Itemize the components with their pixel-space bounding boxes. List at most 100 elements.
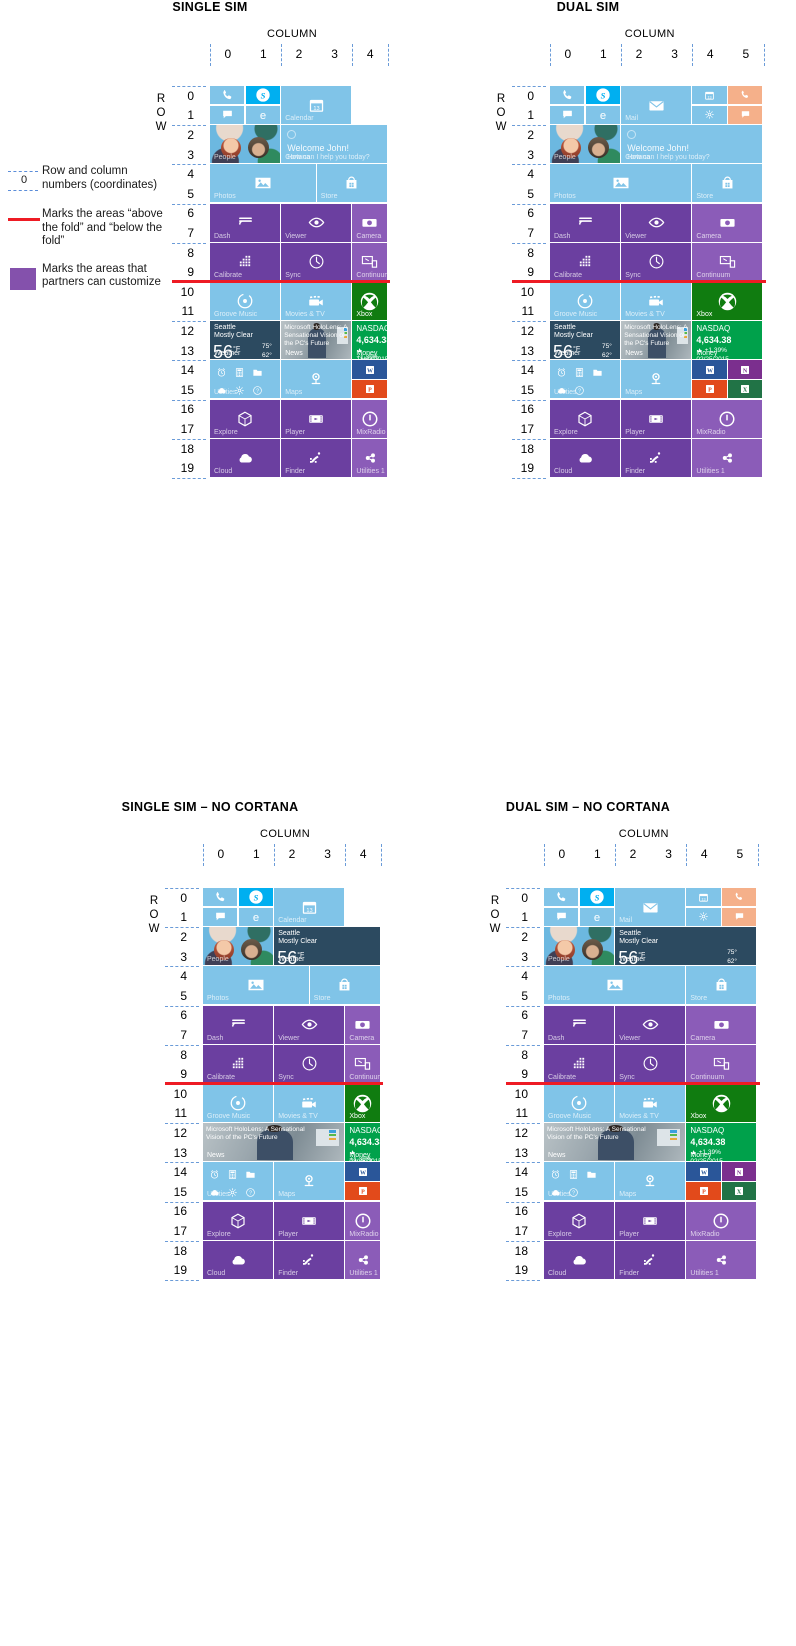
tile-camera[interactable]: Camera — [352, 203, 387, 242]
tile-groove-music[interactable]: Groove Music — [210, 282, 280, 320]
cloud-icon[interactable] — [556, 383, 567, 398]
tile-people[interactable]: People — [203, 927, 273, 966]
tile-money[interactable]: NASDAQ 4,634.38 ▲ +1.39% 11/02/2015 Mone… — [352, 321, 387, 360]
tile-cortana[interactable]: Welcome John! How can I help you today? … — [281, 125, 387, 164]
tile-cloud[interactable]: Cloud — [210, 438, 280, 477]
tile-utilities-1[interactable]: Utilities 1 — [692, 438, 763, 477]
tile-skype[interactable]: S — [579, 888, 614, 907]
tile-word[interactable]: W — [345, 1162, 380, 1181]
tile-calibrate[interactable]: Calibrate — [544, 1044, 614, 1083]
tile-viewer[interactable]: Viewer — [274, 1005, 345, 1044]
tile-dash[interactable]: Dash — [210, 203, 280, 242]
cloud-icon[interactable] — [550, 1185, 561, 1200]
tile-mail[interactable]: Mail — [615, 888, 686, 926]
tile-movies-tv[interactable]: Movies & TV — [621, 282, 692, 320]
tile-store[interactable]: Store — [692, 164, 763, 203]
tile-finder[interactable]: Finder — [274, 1240, 345, 1279]
tile-dash[interactable]: Dash — [544, 1005, 614, 1044]
tile-news[interactable]: Microsoft HoloLens: A Sensational Vision… — [621, 321, 692, 360]
tile-player[interactable]: Player — [281, 399, 352, 438]
tile-money[interactable]: NASDAQ 4,634.38 ▲ +1.39% 02/25/2015 Mone… — [692, 321, 763, 360]
tile-utilities[interactable]: ? Utilities — [550, 360, 620, 399]
tile-word[interactable]: W — [692, 360, 727, 379]
tile-photos[interactable]: Photos — [210, 164, 316, 203]
tile-excel[interactable]: X — [728, 380, 763, 399]
tile-groove-music[interactable]: Groove Music — [203, 1084, 273, 1122]
folder-icon[interactable] — [586, 1167, 597, 1185]
tile-camera[interactable]: Camera — [692, 203, 763, 242]
tile-calibrate[interactable]: Calibrate — [203, 1044, 273, 1083]
tile-messaging[interactable] — [203, 907, 238, 926]
tile-news[interactable]: Microsoft HoloLens: A Sensational Vision… — [544, 1123, 686, 1162]
tile-messaging-sim2[interactable] — [728, 105, 763, 124]
tile-groove-music[interactable]: Groove Music — [544, 1084, 614, 1122]
help-icon[interactable]: ? — [574, 383, 585, 398]
tile-explore[interactable]: Explore — [210, 399, 280, 438]
tile-excel[interactable]: X — [722, 1182, 757, 1201]
settings-icon[interactable] — [234, 383, 245, 398]
alarm-icon[interactable] — [216, 365, 227, 383]
tile-mixradio[interactable]: MixRadio — [345, 1201, 380, 1240]
tile-onenote[interactable]: N — [722, 1162, 757, 1181]
tile-mail[interactable]: Mail — [621, 86, 692, 124]
tile-weather[interactable]: Seattle Mostly Clear 56°F 75° 62° Weathe… — [550, 321, 620, 360]
folder-icon[interactable] — [252, 365, 263, 383]
tile-powerpoint[interactable]: P — [686, 1182, 721, 1201]
tile-explore[interactable]: Explore — [550, 399, 620, 438]
tile-edge[interactable]: e — [579, 907, 614, 926]
tile-cloud[interactable]: Cloud — [550, 438, 620, 477]
tile-phone-sim2[interactable] — [728, 86, 763, 105]
tile-onenote[interactable]: N — [728, 360, 763, 379]
tile-mixradio[interactable]: MixRadio — [692, 399, 763, 438]
tile-sync[interactable]: Sync — [621, 242, 692, 281]
tile-viewer[interactable]: Viewer — [281, 203, 352, 242]
tile-viewer[interactable]: Viewer — [621, 203, 692, 242]
tile-phone[interactable] — [203, 888, 238, 907]
tile-mixradio[interactable]: MixRadio — [686, 1201, 757, 1240]
tile-camera[interactable]: Camera — [686, 1005, 757, 1044]
calc-icon[interactable] — [234, 365, 245, 383]
tile-explore[interactable]: Explore — [203, 1201, 273, 1240]
tile-cloud[interactable]: Cloud — [544, 1240, 614, 1279]
tile-news[interactable]: Microsoft HoloLens: A Sensational Vision… — [203, 1123, 345, 1162]
tile-store[interactable]: Store — [316, 164, 387, 203]
help-icon[interactable]: ? — [568, 1185, 579, 1200]
tile-messaging[interactable] — [544, 907, 579, 926]
tile-powerpoint[interactable]: P — [692, 380, 727, 399]
tile-store[interactable]: Store — [686, 966, 757, 1005]
tile-calibrate[interactable]: Calibrate — [210, 242, 280, 281]
tile-utilities-1[interactable]: Utilities 1 — [345, 1240, 380, 1279]
tile-calendar[interactable]: 13 — [692, 86, 727, 105]
calc-icon[interactable] — [568, 1167, 579, 1185]
tile-calendar[interactable]: 13 Calendar — [274, 888, 345, 926]
tile-xbox[interactable]: Xbox — [692, 282, 763, 320]
tile-xbox[interactable]: Xbox — [352, 282, 387, 320]
alarm-icon[interactable] — [550, 1167, 561, 1185]
tile-photos[interactable]: Photos — [544, 966, 686, 1005]
tile-money[interactable]: NASDAQ 4,634.38 ▲ +1.39% 02/25/2015 Mone… — [345, 1123, 380, 1162]
tile-sync[interactable]: Sync — [281, 242, 352, 281]
tile-phone-sim2[interactable] — [722, 888, 757, 907]
tile-phone[interactable] — [550, 86, 585, 105]
tile-photos[interactable]: Photos — [550, 164, 692, 203]
tile-explore[interactable]: Explore — [544, 1201, 614, 1240]
tile-player[interactable]: Player — [274, 1201, 345, 1240]
tile-skype[interactable]: S — [245, 86, 280, 105]
tile-groove-music[interactable]: Groove Music — [550, 282, 620, 320]
tile-maps[interactable]: Maps — [274, 1162, 345, 1201]
tile-phone[interactable] — [210, 86, 245, 105]
cloud-icon[interactable] — [216, 383, 227, 398]
tile-continuum[interactable]: Continuum — [692, 242, 763, 281]
tile-finder[interactable]: Finder — [621, 438, 692, 477]
tile-messaging[interactable] — [550, 105, 585, 124]
tile-money[interactable]: NASDAQ 4,634.38 ▲ +1.39% 02/25/2015 Mone… — [686, 1123, 757, 1162]
folder-icon[interactable] — [592, 365, 603, 383]
tile-settings[interactable] — [686, 907, 721, 926]
tile-edge[interactable]: e — [585, 105, 620, 124]
tile-weather[interactable]: Seattle Mostly Clear 56°F 75° 62° <10 mp… — [274, 927, 380, 966]
tile-maps[interactable]: Maps — [281, 360, 352, 399]
tile-xbox[interactable]: Xbox — [686, 1084, 757, 1122]
tile-calendar[interactable]: 13 Calendar — [281, 86, 352, 124]
tile-news[interactable]: Microsoft HoloLens: A Sensational Vision… — [281, 321, 352, 360]
tile-utilities[interactable]: ? Utilities — [544, 1162, 614, 1201]
